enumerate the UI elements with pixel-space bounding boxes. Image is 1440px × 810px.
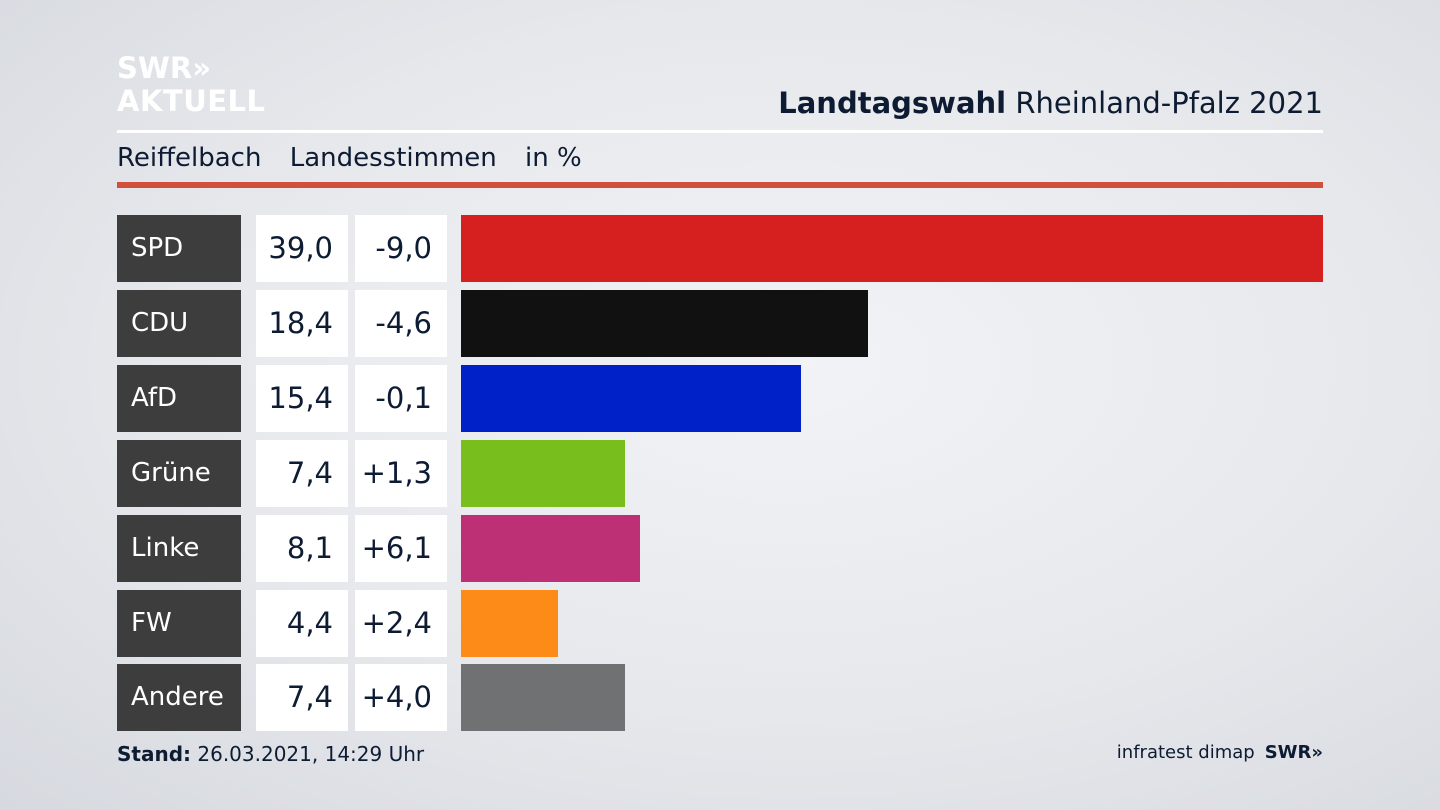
bar-cdu [461, 289, 868, 357]
chart-row: Andere 7,4 +4,0 [117, 664, 1323, 732]
bar-linke [461, 514, 640, 582]
swr-logo: SWR» [1264, 742, 1323, 763]
change-label: +2,4 [355, 589, 447, 657]
chart-row: Grüne 7,4 +1,3 [117, 439, 1323, 507]
chart-row: AfD 15,4 -0,1 [117, 364, 1323, 432]
timestamp: Stand: 26.03.2021, 14:29 Uhr [117, 742, 424, 766]
party-label: CDU [117, 289, 241, 357]
swr-aktuell-logo: SWR» AKTUELL [117, 54, 266, 116]
header-divider [117, 130, 1323, 133]
value-label: 4,4 [256, 589, 348, 657]
logo-line-2: AKTUELL [117, 84, 266, 118]
change-label: -0,1 [355, 364, 447, 432]
party-label: SPD [117, 215, 241, 282]
party-label: AfD [117, 364, 241, 432]
chart-row: CDU 18,4 -4,6 [117, 289, 1323, 357]
value-label: 8,1 [256, 514, 348, 582]
chart-row: SPD 39,0 -9,0 [117, 215, 1323, 282]
change-label: -4,6 [355, 289, 447, 357]
stand-label: Stand: [117, 742, 192, 766]
chart-subtitle: Reiffelbach Landesstimmen in % [117, 143, 602, 173]
change-label: +6,1 [355, 514, 447, 582]
value-label: 39,0 [256, 215, 348, 282]
bar-andere [461, 664, 625, 732]
bar-fw [461, 589, 558, 657]
stand-value: 26.03.2021, 14:29 Uhr [191, 742, 425, 766]
party-label: Andere [117, 664, 241, 732]
logo-line-1: SWR» [117, 51, 211, 85]
subtitle-unit: in % [525, 143, 582, 173]
subtitle-vote-type: Landesstimmen [289, 143, 497, 173]
subtitle-place: Reiffelbach [117, 143, 262, 173]
party-label: Linke [117, 514, 241, 582]
bar-spd [461, 215, 1323, 282]
chart-row: FW 4,4 +2,4 [117, 589, 1323, 657]
title-bold: Landtagswahl [778, 86, 1007, 120]
chart-row: Linke 8,1 +6,1 [117, 514, 1323, 582]
change-label: +1,3 [355, 439, 447, 507]
change-label: -9,0 [355, 215, 447, 282]
subtitle-divider [117, 182, 1323, 188]
source-label: infratest dimap [1116, 742, 1255, 763]
value-label: 15,4 [256, 364, 348, 432]
value-label: 7,4 [256, 439, 348, 507]
bar-gruene [461, 439, 625, 507]
bar-afd [461, 364, 801, 432]
source-credit: infratest dimap SWR» [1117, 742, 1323, 763]
party-label: FW [117, 589, 241, 657]
party-label: Grüne [117, 439, 241, 507]
change-label: +4,0 [355, 664, 447, 732]
title-rest: Rheinland-Pfalz 2021 [1006, 86, 1323, 120]
value-label: 18,4 [256, 289, 348, 357]
value-label: 7,4 [256, 664, 348, 732]
chart-title: Landtagswahl Rheinland-Pfalz 2021 [778, 86, 1323, 120]
